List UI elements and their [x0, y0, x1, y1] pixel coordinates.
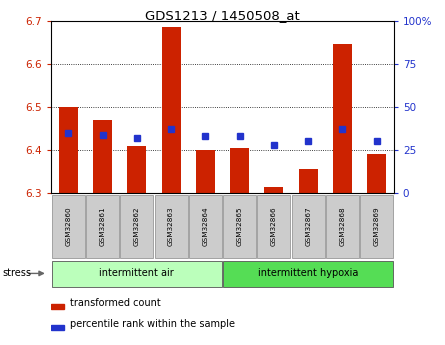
Bar: [230, 148, 249, 193]
Text: GSM32862: GSM32862: [134, 206, 140, 246]
Bar: [367, 154, 386, 193]
FancyBboxPatch shape: [121, 195, 153, 258]
Text: GSM32861: GSM32861: [100, 206, 105, 246]
FancyBboxPatch shape: [52, 261, 222, 287]
Text: GDS1213 / 1450508_at: GDS1213 / 1450508_at: [145, 9, 300, 22]
FancyBboxPatch shape: [223, 261, 393, 287]
Text: stress: stress: [2, 268, 31, 278]
Bar: [51, 304, 64, 309]
FancyBboxPatch shape: [326, 195, 359, 258]
FancyBboxPatch shape: [155, 195, 187, 258]
Bar: [51, 325, 64, 329]
Text: GSM32867: GSM32867: [305, 206, 311, 246]
Text: GSM32865: GSM32865: [237, 206, 243, 246]
Bar: [299, 169, 318, 193]
Bar: [196, 150, 215, 193]
Text: GSM32869: GSM32869: [374, 206, 380, 246]
Bar: [127, 146, 146, 193]
Bar: [59, 107, 78, 193]
Text: GSM32864: GSM32864: [202, 206, 208, 246]
FancyBboxPatch shape: [258, 195, 290, 258]
FancyBboxPatch shape: [360, 195, 393, 258]
Bar: [264, 187, 283, 193]
Text: GSM32863: GSM32863: [168, 206, 174, 246]
FancyBboxPatch shape: [86, 195, 119, 258]
FancyBboxPatch shape: [52, 195, 85, 258]
FancyBboxPatch shape: [223, 195, 256, 258]
Text: GSM32860: GSM32860: [65, 206, 71, 246]
Bar: [93, 120, 112, 193]
Text: GSM32866: GSM32866: [271, 206, 277, 246]
Text: GSM32868: GSM32868: [340, 206, 345, 246]
Text: intermittent hypoxia: intermittent hypoxia: [258, 268, 358, 278]
FancyBboxPatch shape: [189, 195, 222, 258]
FancyBboxPatch shape: [292, 195, 324, 258]
Text: intermittent air: intermittent air: [100, 268, 174, 278]
Text: transformed count: transformed count: [70, 298, 161, 308]
Text: percentile rank within the sample: percentile rank within the sample: [70, 319, 235, 329]
Bar: [333, 45, 352, 193]
Bar: [162, 27, 181, 193]
